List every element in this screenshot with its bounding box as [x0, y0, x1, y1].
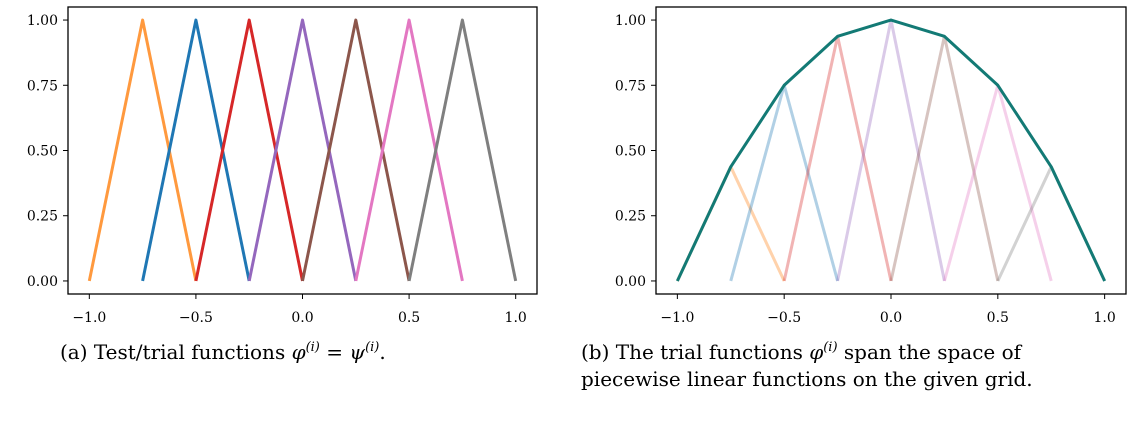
caption-b: (b) The trial functions φ(i) span the sp…: [581, 339, 1146, 393]
chart-b-series-line-1: [676, 165, 786, 282]
chart-a-series-line-4: [247, 18, 358, 282]
chart-b-x-tick-label: −0.5: [767, 310, 801, 326]
caption-a: (a) Test/trial functions φ(i) = ψ(i).: [60, 339, 540, 366]
chart-a-y-tick-label: 0.75: [27, 78, 58, 94]
chart-b-y-tick-label: 0.25: [615, 209, 646, 225]
chart-a-x-tick-label: 0.5: [398, 310, 420, 326]
chart-b-y-tick-label: 0.75: [615, 78, 646, 94]
chart-a-series-line-6: [354, 18, 464, 282]
chart-b-series-line-5: [889, 34, 1000, 282]
caption-a-phi: φ: [291, 340, 306, 364]
caption-a-prefix: (a) Test/trial functions: [60, 340, 292, 364]
chart-a-y-tick-label: 1.00: [27, 13, 58, 29]
chart-b-y-tick-label: 0.00: [615, 274, 646, 290]
chart-b-x-tick-label: 0.5: [987, 310, 1009, 326]
chart-a-series-line-7: [407, 18, 518, 282]
caption-a-equals: =: [319, 340, 350, 364]
chart-a-series-line-5: [301, 18, 411, 282]
chart-a-x-tick-label: −0.5: [179, 310, 213, 326]
chart-b-y-tick-label: 1.00: [615, 13, 646, 29]
caption-a-phi-sup: (i): [305, 340, 320, 355]
chart-b-series-line-4: [836, 18, 946, 282]
caption-a-suffix: .: [379, 340, 386, 364]
chart-panel-a: −1.0 −0.5 0.0 0.5 1.0 0.00 0.25 0.50 0.75 1.00: [27, 6, 538, 326]
chart-a-series-line-1: [87, 18, 198, 282]
chart-a-y-tick-label: 0.50: [27, 144, 58, 160]
caption-a-psi-sup: (i): [365, 340, 380, 355]
caption-b-line1: (b) The trial functions φ(i) span the sp…: [581, 339, 1146, 366]
caption-b-line2: piecewise linear functions on the given …: [581, 367, 1033, 391]
chart-b-series-line-3: [782, 34, 893, 282]
caption-b-phi: φ: [809, 340, 824, 364]
chart-a-y-tick-label: 0.00: [27, 274, 58, 290]
chart-b-y-tick-label: 0.50: [615, 144, 646, 160]
chart-a-x-tick-label: 0.0: [291, 310, 313, 326]
chart-a-axes-frame: [67, 6, 538, 295]
chart-panel-b: −1.0 −0.5 0.0 0.5 1.0 0.00 0.25 0.50 0.75 1.00: [615, 6, 1127, 326]
caption-b-phi-sup: (i): [823, 340, 838, 355]
chart-a-y-tick-label: 0.25: [27, 209, 58, 225]
chart-a-series-line-2: [141, 18, 251, 282]
chart-b-x-tick-label: 0.0: [880, 310, 902, 326]
chart-b-x-tick-label: −1.0: [660, 310, 694, 326]
figure-canvas: −1.0 −0.5 0.0 0.5 1.0 0.00 0.25 0.50 0.75 1.00 −1…: [27, 6, 1127, 326]
caption-b-suffix: span the space of: [837, 340, 1022, 364]
chart-a-series-line-3: [194, 18, 304, 282]
chart-b-series-line-7: [996, 165, 1106, 282]
chart-b-x-tick-label: 1.0: [1094, 310, 1116, 326]
chart-a-x-tick-label: −1.0: [72, 310, 106, 326]
caption-a-psi: ψ: [349, 340, 366, 364]
caption-b-prefix: (b) The trial functions: [581, 340, 810, 364]
chart-a-x-tick-label: 1.0: [505, 310, 527, 326]
chart-b-series-line-8: [676, 18, 1106, 282]
chart-b-axes-frame: [655, 6, 1127, 295]
